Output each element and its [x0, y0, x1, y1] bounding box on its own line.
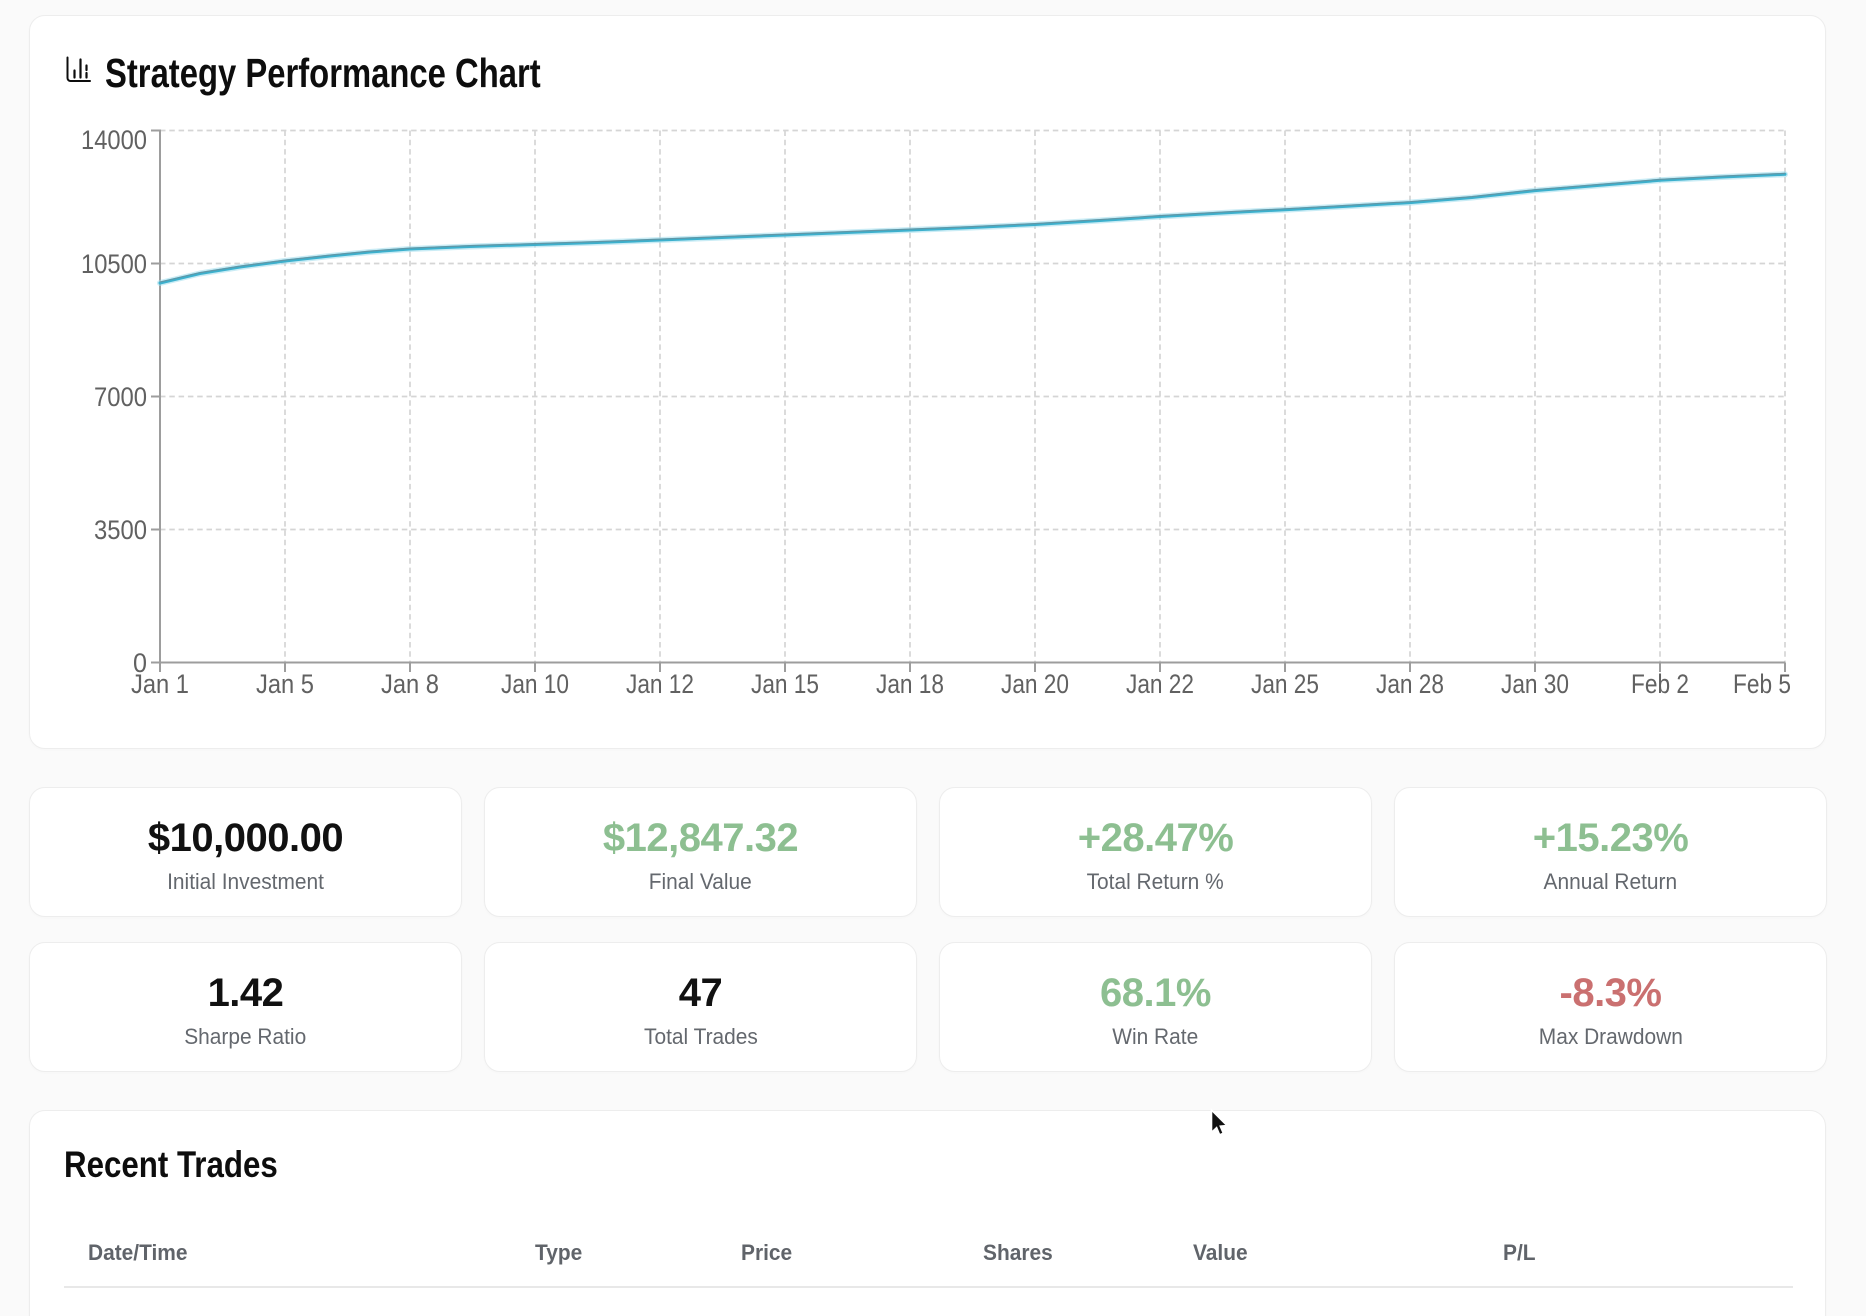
- svg-text:0: 0: [133, 648, 147, 678]
- svg-text:Feb 5: Feb 5: [1733, 669, 1791, 699]
- svg-text:Jan 8: Jan 8: [381, 669, 439, 699]
- svg-text:Jan 12: Jan 12: [626, 669, 694, 699]
- svg-text:Jan 20: Jan 20: [1001, 669, 1069, 699]
- svg-text:Jan 25: Jan 25: [1251, 669, 1319, 699]
- svg-text:Jan 1: Jan 1: [131, 669, 189, 699]
- svg-text:7000: 7000: [94, 382, 147, 412]
- svg-text:Jan 22: Jan 22: [1126, 669, 1194, 699]
- svg-text:Jan 30: Jan 30: [1501, 669, 1569, 699]
- svg-text:Jan 5: Jan 5: [256, 669, 314, 699]
- svg-text:Jan 10: Jan 10: [501, 669, 569, 699]
- svg-text:10500: 10500: [81, 249, 147, 279]
- svg-text:Feb 2: Feb 2: [1631, 669, 1689, 699]
- svg-text:Jan 15: Jan 15: [751, 669, 819, 699]
- svg-text:3500: 3500: [94, 515, 147, 545]
- svg-text:Jan 18: Jan 18: [876, 669, 944, 699]
- svg-text:Jan 28: Jan 28: [1376, 669, 1444, 699]
- svg-text:14000: 14000: [81, 125, 147, 155]
